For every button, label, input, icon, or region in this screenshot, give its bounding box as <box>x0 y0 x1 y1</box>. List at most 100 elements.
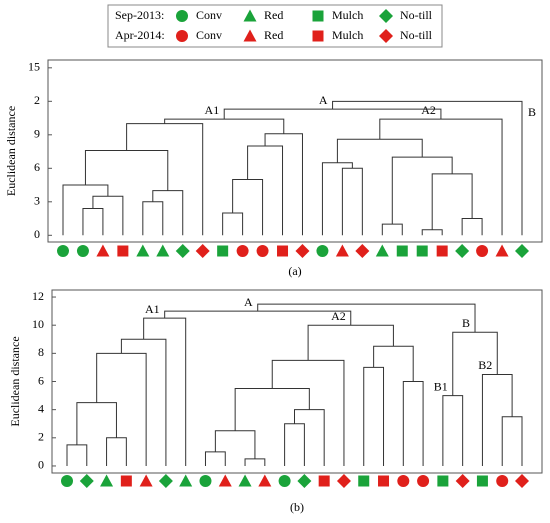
legend-label: Mulch <box>332 28 363 42</box>
leaf-marker <box>136 244 150 257</box>
leaf-marker <box>277 245 289 257</box>
cluster-label: A2 <box>421 103 436 117</box>
dendrogram-link <box>120 338 167 466</box>
dendrogram-link <box>379 118 503 236</box>
y-axis-label: Euclidean distance <box>4 106 18 196</box>
y-tick-label: 0 <box>38 458 44 472</box>
dendrogram-link <box>501 416 523 466</box>
dendrogram-link <box>66 444 88 466</box>
dendrogram-link <box>264 133 303 236</box>
dendrogram-link <box>294 409 325 466</box>
leaf-marker <box>375 244 389 257</box>
leaf-marker <box>117 245 129 257</box>
leaf-marker <box>57 245 69 257</box>
dendrogram-link <box>307 324 394 361</box>
dendrogram-link <box>96 352 147 466</box>
dendrogram-link <box>164 310 352 326</box>
dendrogram-link <box>244 458 266 466</box>
legend-marker <box>312 30 324 42</box>
plot-frame <box>47 59 543 243</box>
dendrogram-link <box>214 430 256 459</box>
dendrogram-link <box>391 156 453 225</box>
leaf-marker <box>236 245 249 257</box>
y-tick-label: 2 <box>38 430 44 444</box>
legend-marker <box>243 29 257 42</box>
dendrogram-link <box>332 100 523 236</box>
legend-row-label: Sep-2013: <box>115 8 164 22</box>
y-tick-label: 9 <box>34 127 40 141</box>
legend-marker <box>176 30 188 42</box>
cluster-label: B1 <box>434 379 448 393</box>
dendrogram-link <box>336 138 423 163</box>
dendrogram-link <box>126 123 204 236</box>
leaf-marker <box>175 244 190 258</box>
cluster-label: A <box>244 295 253 309</box>
dendrogram-link <box>222 212 244 236</box>
leaf-marker <box>515 244 529 258</box>
legend-label: Mulch <box>332 8 363 22</box>
dendrogram-link <box>84 149 169 191</box>
dendrogram-link <box>143 317 187 466</box>
leaf-marker <box>378 475 390 487</box>
cluster-label: B <box>462 316 470 330</box>
dendrogram-link <box>232 178 264 236</box>
dendrogram-link <box>152 190 184 236</box>
leaf-marker <box>316 245 329 257</box>
leaf-marker <box>436 245 448 257</box>
dendrogram-link <box>142 201 164 236</box>
y-tick-label: 0 <box>34 227 40 241</box>
dendrogram-link <box>284 423 305 466</box>
legend-label: Conv <box>196 28 222 42</box>
leaf-marker <box>496 475 509 487</box>
legend-marker <box>379 29 393 43</box>
dendrogram-link <box>164 118 285 134</box>
leaf-marker <box>397 475 410 487</box>
leaf-marker <box>495 244 509 257</box>
cluster-label: A2 <box>331 309 346 323</box>
dendrogram-link <box>381 223 403 236</box>
dendrogram-link <box>452 331 498 396</box>
leaf-marker <box>100 474 114 487</box>
leaf-marker <box>199 475 212 487</box>
leaf-marker <box>336 474 351 488</box>
dendrogram-link <box>92 195 124 236</box>
dendrogram-link <box>373 345 414 382</box>
leaf-marker <box>139 474 153 487</box>
leaf-marker <box>416 245 428 257</box>
y-tick-label: 3 <box>34 194 40 208</box>
legend-row-label: Apr-2014: <box>115 28 165 42</box>
leaf-marker <box>358 475 370 487</box>
leaf-marker <box>120 475 132 487</box>
leaf-marker <box>158 474 173 488</box>
legend-label: No-till <box>400 8 433 22</box>
dendrogram-link <box>481 373 513 466</box>
dendrogram-link <box>204 451 226 466</box>
legend-marker <box>312 10 324 22</box>
cluster-label: B2 <box>478 358 492 372</box>
leaf-marker <box>318 475 330 487</box>
leaf-marker <box>355 244 370 258</box>
cluster-label: A <box>319 93 328 107</box>
leaf-marker <box>476 475 488 487</box>
y-tick-label: 15 <box>28 60 40 74</box>
leaf-marker <box>335 244 349 257</box>
leaf-marker <box>217 245 229 257</box>
leaf-marker <box>238 474 252 487</box>
dendrogram-link <box>271 359 345 466</box>
y-tick-label: 12 <box>32 289 44 303</box>
leaf-marker <box>179 474 193 487</box>
leaf-marker <box>195 244 210 258</box>
dendrogram-link <box>223 108 442 120</box>
cluster-label: A1 <box>145 302 160 316</box>
legend-marker <box>379 9 393 23</box>
cluster-label: A1 <box>205 103 220 117</box>
leaf-marker <box>218 474 232 487</box>
panel-label: (b) <box>290 500 304 514</box>
leaf-marker <box>455 474 470 488</box>
y-tick-label: 2 <box>34 93 40 107</box>
dendrogram-link <box>461 218 483 236</box>
leaf-marker <box>417 475 430 487</box>
leaf-marker <box>396 245 408 257</box>
legend-label: No-till <box>400 28 433 42</box>
leaf-marker <box>79 474 94 488</box>
